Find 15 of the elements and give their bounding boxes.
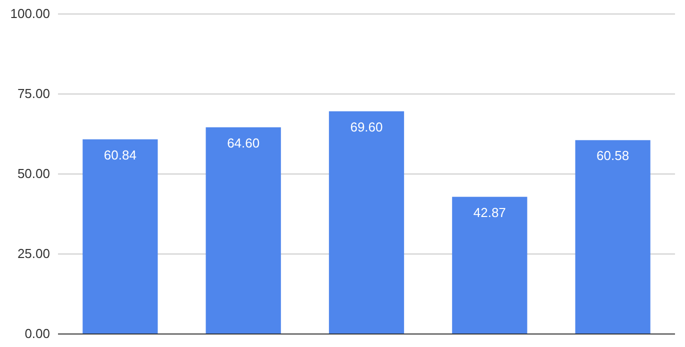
bar — [575, 140, 650, 334]
bar — [452, 196, 528, 334]
data-label: 60.84 — [104, 147, 136, 162]
y-tick-label: 100.00 — [10, 6, 50, 21]
y-tick-label: 75.00 — [17, 86, 50, 101]
data-label: 60.58 — [596, 148, 630, 164]
data-label: 64.60 — [227, 135, 260, 150]
data-label: 42.87 — [473, 204, 506, 220]
bar — [82, 139, 158, 334]
y-tick-label: 25.00 — [17, 246, 50, 261]
y-tick-label: 0.00 — [24, 326, 50, 341]
data-label: 69.60 — [350, 119, 383, 134]
bar — [206, 127, 281, 334]
bar — [328, 111, 404, 334]
y-tick-label: 50.00 — [17, 166, 50, 181]
